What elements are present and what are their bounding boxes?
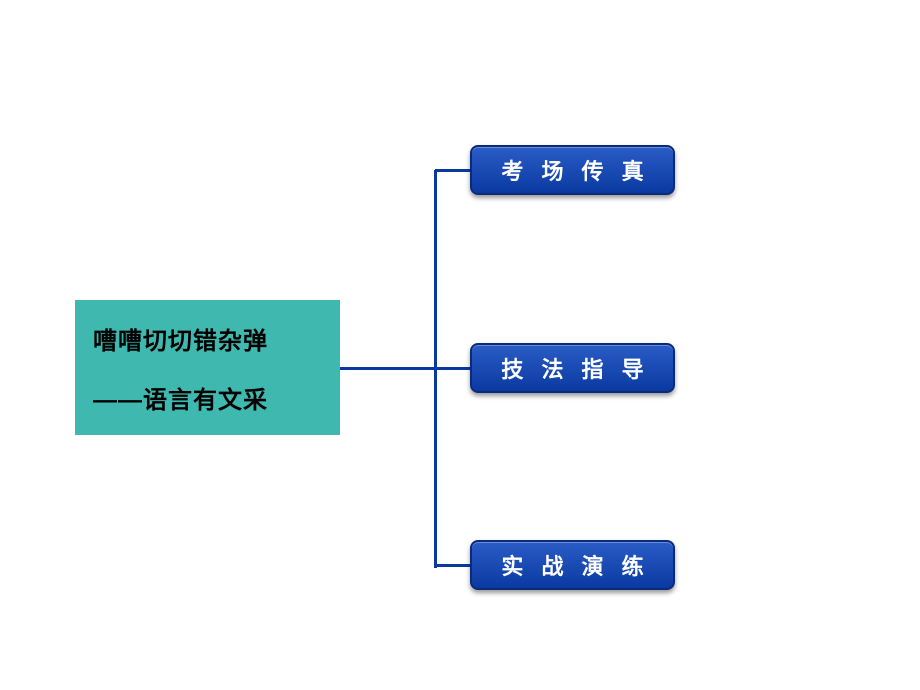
connector-to-branch-2 <box>435 367 470 370</box>
connector-to-branch-3 <box>435 564 470 567</box>
branch-label-3: 实 战 演 练 <box>501 549 649 581</box>
connector-main-to-trunk <box>340 367 435 370</box>
main-title-line2: ——语言有文采 <box>93 380 322 415</box>
connector-to-branch-1 <box>435 169 470 172</box>
main-title-line1: 嘈嘈切切错杂弹 <box>93 321 322 356</box>
branch-label-2: 技 法 指 导 <box>501 352 649 384</box>
branch-button-2[interactable]: 技 法 指 导 <box>470 343 675 393</box>
branch-button-1[interactable]: 考 场 传 真 <box>470 145 675 195</box>
branch-label-1: 考 场 传 真 <box>501 154 649 186</box>
branch-button-3[interactable]: 实 战 演 练 <box>470 540 675 590</box>
main-topic-box: 嘈嘈切切错杂弹 ——语言有文采 <box>75 300 340 435</box>
